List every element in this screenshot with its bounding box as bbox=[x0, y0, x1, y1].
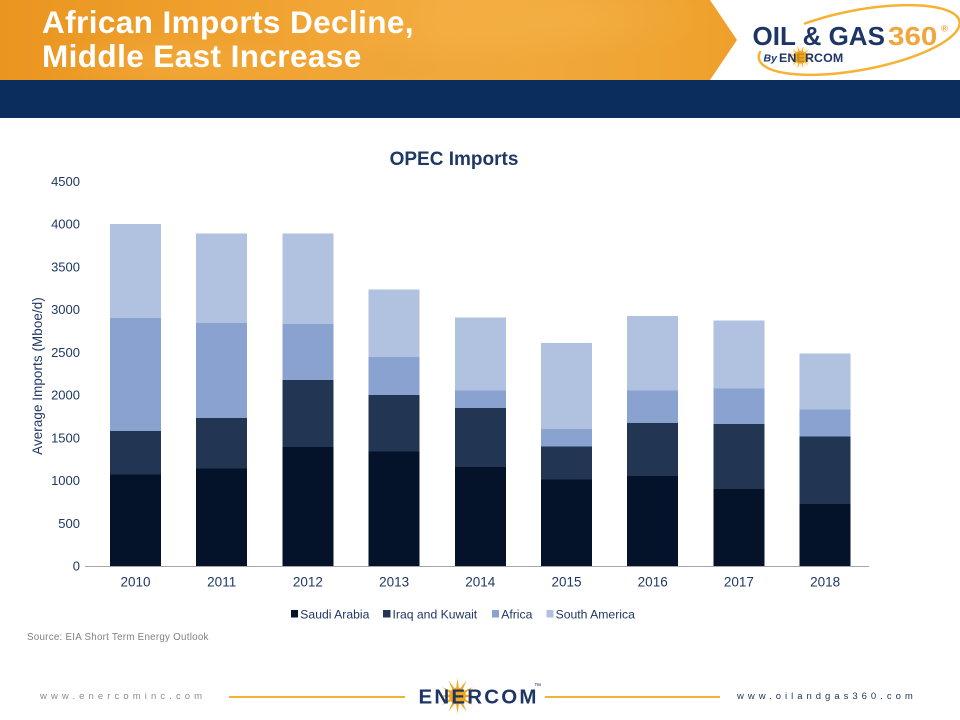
svg-text:4500: 4500 bbox=[51, 174, 80, 189]
svg-text:3500: 3500 bbox=[51, 259, 80, 274]
svg-text:2012: 2012 bbox=[293, 575, 323, 590]
svg-text:2000: 2000 bbox=[51, 388, 80, 403]
svg-text:2017: 2017 bbox=[724, 575, 754, 590]
svg-text:®: ® bbox=[941, 24, 948, 35]
svg-text:South America: South America bbox=[556, 608, 635, 622]
svg-text:500: 500 bbox=[58, 516, 80, 531]
svg-text:2018: 2018 bbox=[810, 575, 840, 590]
svg-text:ENERCOM: ENERCOM bbox=[779, 51, 843, 65]
svg-text:360: 360 bbox=[888, 22, 937, 51]
svg-text:4000: 4000 bbox=[51, 217, 80, 232]
svg-text:2014: 2014 bbox=[465, 575, 496, 590]
svg-text:Iraq and Kuwait: Iraq and Kuwait bbox=[393, 608, 478, 622]
svg-text:OIL & GAS: OIL & GAS bbox=[753, 21, 885, 51]
svg-text:2011: 2011 bbox=[207, 575, 236, 590]
svg-text:2013: 2013 bbox=[379, 575, 409, 590]
svg-text:0: 0 bbox=[73, 559, 80, 574]
svg-text:2015: 2015 bbox=[551, 575, 581, 590]
svg-text:3000: 3000 bbox=[51, 302, 80, 317]
svg-text:™: ™ bbox=[534, 683, 541, 690]
svg-text:2500: 2500 bbox=[51, 345, 80, 360]
svg-text:By: By bbox=[764, 53, 779, 65]
svg-text:Saudi Arabia: Saudi Arabia bbox=[300, 608, 369, 622]
svg-text:1500: 1500 bbox=[51, 430, 80, 445]
svg-text:Average Imports (Mboe/d): Average Imports (Mboe/d) bbox=[30, 297, 45, 455]
svg-text:2016: 2016 bbox=[638, 575, 668, 590]
svg-text:Africa: Africa bbox=[501, 608, 532, 622]
svg-text:OPEC Imports: OPEC Imports bbox=[390, 149, 519, 170]
svg-text:2010: 2010 bbox=[120, 575, 150, 590]
svg-text:ENERCOM: ENERCOM bbox=[419, 686, 539, 709]
svg-text:1000: 1000 bbox=[51, 473, 80, 488]
